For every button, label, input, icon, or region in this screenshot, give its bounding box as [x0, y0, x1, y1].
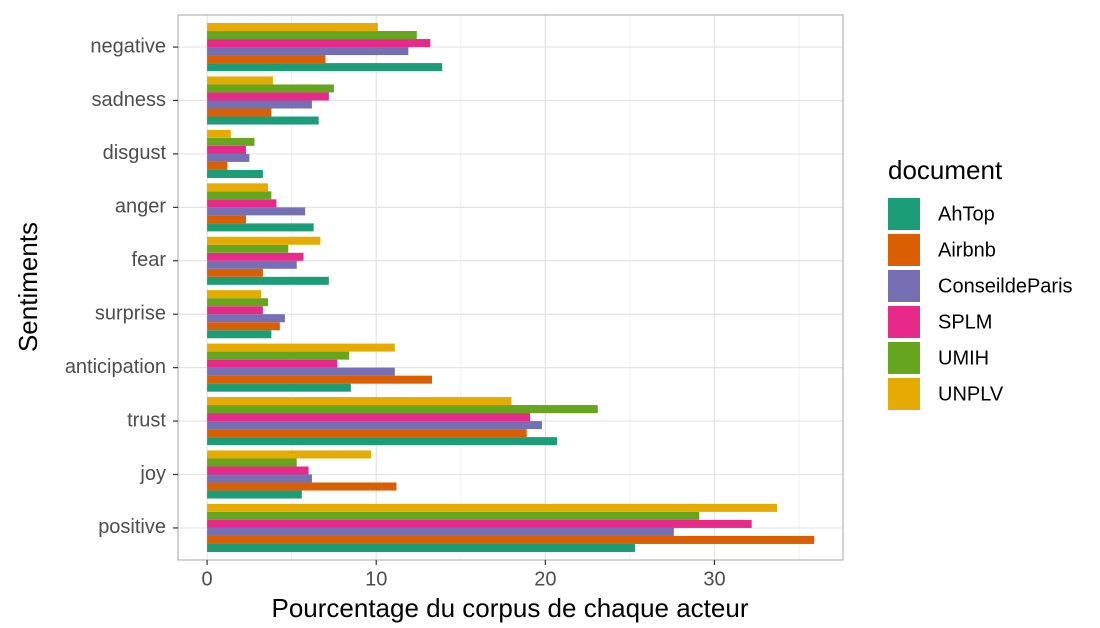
bar: [207, 55, 326, 64]
legend-key: [888, 198, 920, 230]
bar: [207, 260, 297, 269]
bar: [207, 137, 255, 146]
bar: [207, 100, 312, 109]
y-tick-label: surprise: [95, 302, 166, 324]
bar: [207, 322, 280, 331]
bar: [207, 519, 752, 528]
bar: [207, 437, 558, 446]
bar: [207, 421, 542, 430]
y-tick-label: anticipation: [65, 356, 166, 378]
y-axis-label: Sentiments: [13, 222, 43, 352]
bar: [207, 383, 351, 392]
bar: [207, 236, 321, 245]
bar: [207, 290, 262, 299]
y-tick-label: anger: [115, 196, 166, 218]
bar: [207, 535, 815, 544]
bar: [207, 199, 277, 208]
bar: [207, 405, 598, 414]
legend-key: [888, 378, 920, 410]
bar: [207, 351, 350, 360]
bar: [207, 276, 329, 285]
bar: [207, 367, 395, 376]
legend-label: UNPLV: [938, 383, 1004, 405]
bar: [207, 268, 263, 277]
bar: [207, 169, 263, 178]
bar: [207, 207, 306, 216]
bar: [207, 306, 263, 315]
bar: [207, 482, 397, 491]
legend-title: document: [888, 155, 1003, 185]
x-axis-label: Pourcentage du corpus de chaque acteur: [271, 593, 748, 623]
bar: [207, 252, 304, 261]
y-tick-label: joy: [139, 463, 166, 485]
bar: [207, 397, 512, 406]
y-tick-label: disgust: [103, 142, 167, 164]
bar: [207, 330, 272, 339]
legend-key: [888, 234, 920, 266]
bar: [207, 47, 409, 56]
bar: [207, 298, 268, 307]
bar: [207, 76, 274, 85]
y-tick-label: positive: [98, 516, 166, 538]
y-tick-label: sadness: [92, 89, 167, 111]
bar: [207, 527, 674, 536]
legend-key: [888, 342, 920, 374]
x-tick-label: 10: [365, 568, 387, 590]
bar: [207, 145, 246, 154]
bar: [207, 244, 289, 253]
legend-label: Airbnb: [938, 239, 996, 261]
legend-label: ConseildeParis: [938, 275, 1073, 297]
x-tick-label: 30: [703, 568, 725, 590]
bar: [207, 39, 431, 48]
bar: [207, 503, 778, 512]
bar: [207, 490, 302, 499]
bar: [207, 314, 285, 323]
bar: [207, 31, 417, 40]
bar: [207, 223, 314, 232]
legend-label: UMIH: [938, 347, 989, 369]
bar: [207, 458, 297, 467]
bar: [207, 153, 250, 162]
bar: [207, 359, 338, 368]
bar: [207, 413, 531, 422]
panel-border: [177, 14, 844, 561]
bar: [207, 129, 231, 138]
bar: [207, 183, 268, 192]
bar: [207, 116, 319, 125]
bar: [207, 63, 443, 72]
bar: [207, 108, 272, 117]
bar: [207, 92, 329, 101]
bar: [207, 474, 312, 483]
bar: [207, 161, 228, 170]
bar: [207, 23, 378, 32]
legend-key: [888, 270, 920, 302]
legend-label: AhTop: [938, 203, 995, 225]
bar: [207, 450, 372, 459]
bar: [207, 84, 334, 93]
x-tick-label: 0: [202, 568, 213, 590]
bar: [207, 375, 433, 384]
bar: [207, 191, 272, 200]
bar: [207, 429, 527, 438]
y-tick-label: trust: [127, 409, 166, 431]
legend-key: [888, 306, 920, 338]
x-tick-label: 20: [534, 568, 556, 590]
legend-label: SPLM: [938, 311, 992, 333]
y-tick-label: fear: [132, 249, 167, 271]
y-tick-label: negative: [90, 35, 166, 57]
bar: [207, 543, 635, 552]
bar: [207, 343, 395, 352]
bar: [207, 215, 246, 224]
bar: [207, 511, 700, 520]
bar: [207, 466, 309, 475]
